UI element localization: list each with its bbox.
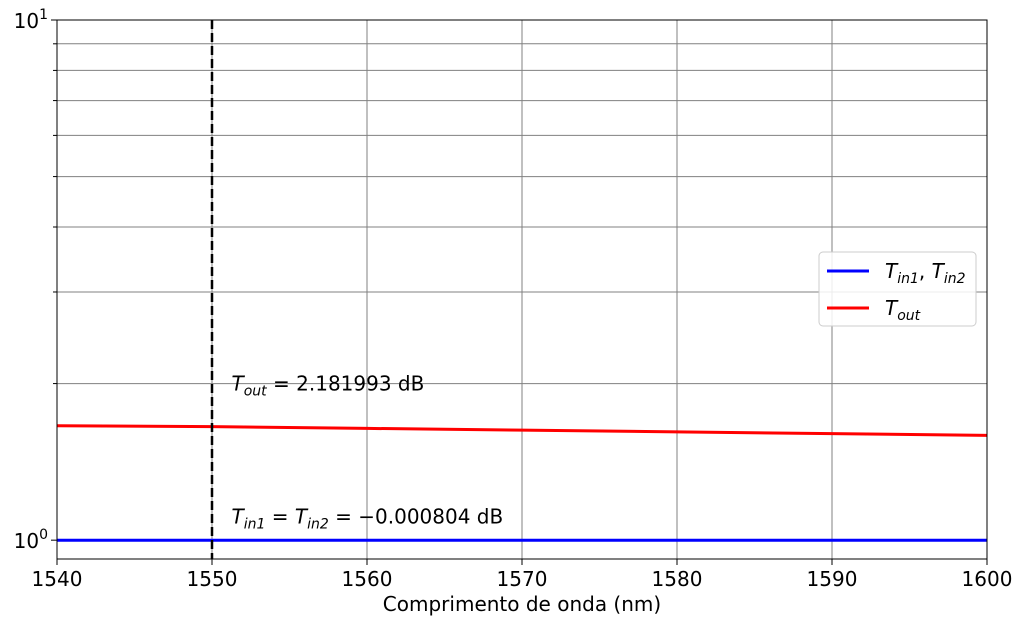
x-tick-label: 1600: [962, 567, 1013, 591]
y-tick-label: 100: [14, 527, 48, 553]
x-tick-label: 1570: [497, 567, 548, 591]
legend-label: Tin1, Tin2: [885, 259, 966, 287]
x-tick-label: 1580: [652, 567, 703, 591]
y-tick-label: 101: [14, 7, 48, 33]
legend-label: Tout: [885, 296, 921, 324]
annotation: Tin1 = Tin2 = −0.000804 dB: [232, 505, 504, 533]
x-tick-label: 1540: [32, 567, 83, 591]
x-tick-label: 1550: [187, 567, 238, 591]
x-tick-label: 1590: [807, 567, 858, 591]
axis-ticks: 1540 1550 1560 1570 1580 1590 1600 100 101: [14, 7, 1013, 591]
legend: Tin1, Tin2 Tout: [818, 251, 977, 327]
x-axis-label: Comprimento de onda (nm): [383, 592, 661, 616]
annotation: Tout = 2.181993 dB: [232, 372, 425, 400]
annotations: Tout = 2.181993 dB Tin1 = Tin2 = −0.00080…: [232, 372, 504, 533]
x-tick-label: 1560: [342, 567, 393, 591]
